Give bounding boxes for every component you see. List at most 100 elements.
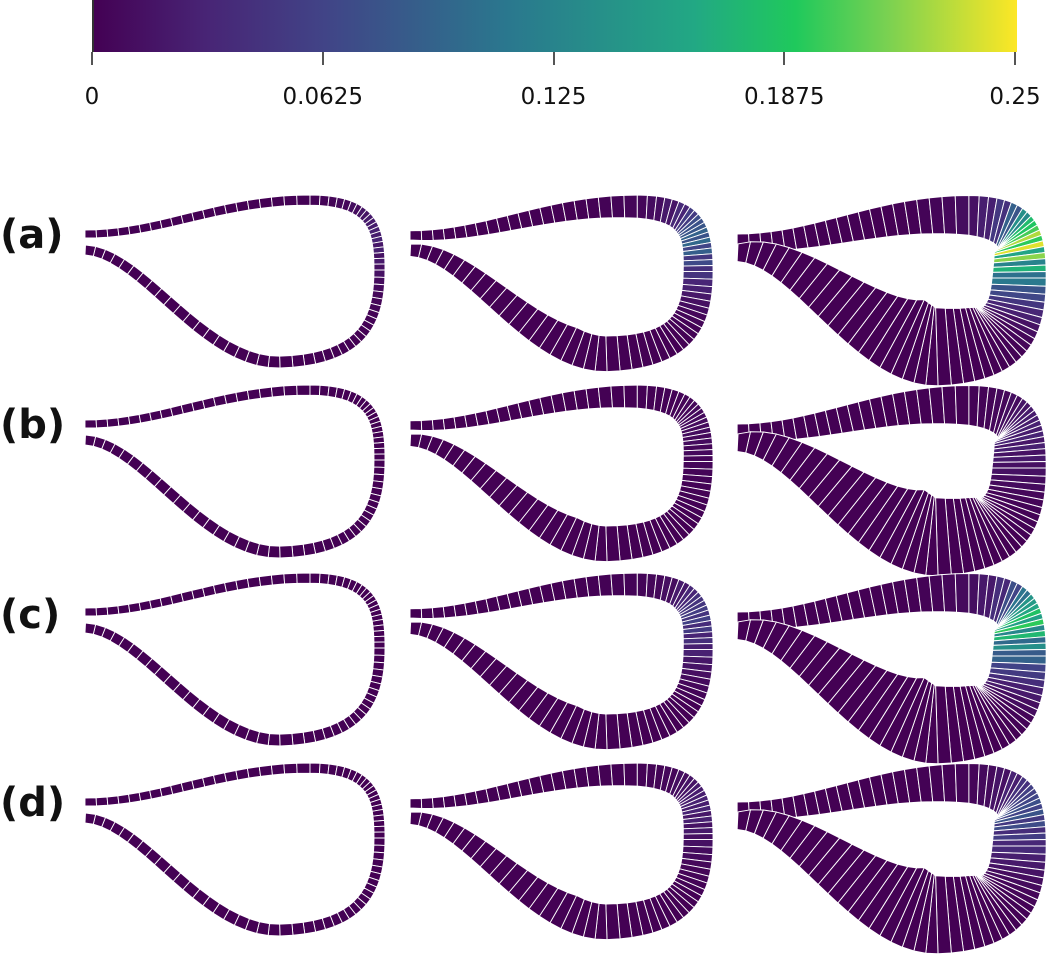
mesh-element	[409, 798, 423, 809]
mesh-element	[954, 384, 970, 426]
mesh-element	[267, 355, 281, 369]
mesh-panel-a-2	[409, 194, 714, 373]
mesh-element	[270, 573, 286, 586]
row-label-c: (c)	[0, 592, 61, 638]
mesh-element	[84, 244, 97, 257]
mesh-panel-c-1	[84, 572, 386, 747]
mesh-element	[270, 763, 286, 776]
mesh-element	[128, 792, 142, 804]
mesh-element	[309, 384, 321, 396]
mesh-element	[224, 392, 239, 405]
mesh-element	[605, 903, 621, 941]
mesh-element	[267, 733, 281, 747]
mesh-element	[270, 195, 286, 208]
mesh-element	[954, 572, 970, 614]
mesh-element	[106, 227, 120, 238]
mesh-element	[373, 837, 386, 846]
mesh-element	[267, 923, 281, 937]
mesh-element	[235, 199, 250, 213]
mesh-element	[258, 764, 273, 777]
colorbar-tick-label: 0.0625	[282, 84, 363, 110]
mesh-panel-d-3	[736, 762, 1047, 955]
mesh-element	[373, 629, 386, 638]
mesh-element	[117, 415, 131, 427]
mesh-element	[302, 352, 317, 367]
mesh-element	[373, 447, 386, 455]
mesh-element	[373, 844, 386, 854]
mesh-element	[409, 433, 423, 449]
mesh-element	[623, 194, 638, 219]
mesh-element	[597, 573, 613, 597]
mesh-element	[95, 796, 109, 807]
mesh-element	[84, 797, 97, 807]
mesh-element	[373, 263, 386, 271]
mesh-element	[431, 796, 446, 809]
mesh-element	[283, 572, 298, 585]
colorbar-tick-label: 0.25	[989, 84, 1041, 110]
mesh-element	[682, 643, 714, 651]
mesh-panel-b-1	[84, 384, 386, 559]
mesh-element	[373, 819, 386, 828]
mesh-element	[373, 466, 386, 476]
mesh-element	[610, 194, 626, 219]
mesh-element	[373, 641, 386, 649]
mesh-element	[409, 811, 423, 827]
colorbar-tick-label: 0.1875	[744, 84, 825, 110]
mesh-element	[95, 606, 109, 617]
mesh-element	[941, 385, 958, 425]
mesh-element	[682, 265, 714, 273]
mesh-panel-a-3	[736, 194, 1047, 387]
colorbar-tick-mark	[552, 52, 555, 65]
mesh-element	[409, 621, 423, 637]
mesh-element	[117, 793, 131, 805]
mesh-element	[991, 460, 1047, 469]
mesh-element	[597, 385, 613, 409]
row-label-a: (a)	[0, 212, 64, 258]
mesh-element	[409, 608, 423, 619]
mesh-element	[302, 730, 317, 745]
mesh-element	[246, 388, 262, 401]
mesh-element	[95, 228, 109, 239]
mesh-element	[736, 619, 752, 642]
mesh-element	[246, 576, 262, 589]
mesh-element	[279, 733, 294, 747]
mesh-element	[373, 825, 386, 833]
row-label-b: (b)	[0, 402, 66, 448]
mesh-element	[682, 455, 714, 463]
mesh-element	[605, 713, 621, 751]
mesh-element	[373, 251, 386, 260]
mesh-element	[954, 762, 970, 804]
mesh-element	[610, 572, 626, 597]
mesh-element	[291, 921, 306, 936]
colorbar-tick-mark	[321, 52, 324, 65]
mesh-element	[409, 230, 423, 241]
mesh-element	[610, 384, 626, 409]
mesh-panel-b-3	[736, 384, 1047, 577]
mesh-element	[623, 762, 638, 787]
mesh-element	[106, 417, 120, 428]
mesh-element	[258, 386, 273, 399]
mesh-element	[420, 419, 434, 431]
mesh-element	[279, 923, 294, 937]
mesh-element	[682, 449, 714, 457]
row-label-d: (d)	[0, 780, 66, 826]
mesh-element	[235, 767, 250, 781]
mesh-element	[373, 459, 386, 468]
mesh-element	[623, 384, 638, 409]
mesh-element	[296, 194, 311, 206]
mesh-element	[373, 647, 386, 656]
mesh-element	[941, 573, 958, 613]
mesh-element	[296, 384, 311, 396]
mesh-element	[409, 243, 423, 259]
colorbar-tick-mark	[783, 52, 786, 65]
mesh-element	[373, 257, 386, 265]
mesh-element	[302, 542, 317, 557]
mesh-element	[84, 434, 97, 447]
mesh-element	[117, 225, 131, 237]
mesh-element	[258, 574, 273, 587]
mesh-element	[682, 827, 714, 835]
mesh-element	[128, 414, 142, 426]
mesh-element	[84, 419, 97, 429]
mesh-panel-c-2	[409, 572, 714, 751]
mesh-element	[84, 812, 97, 825]
